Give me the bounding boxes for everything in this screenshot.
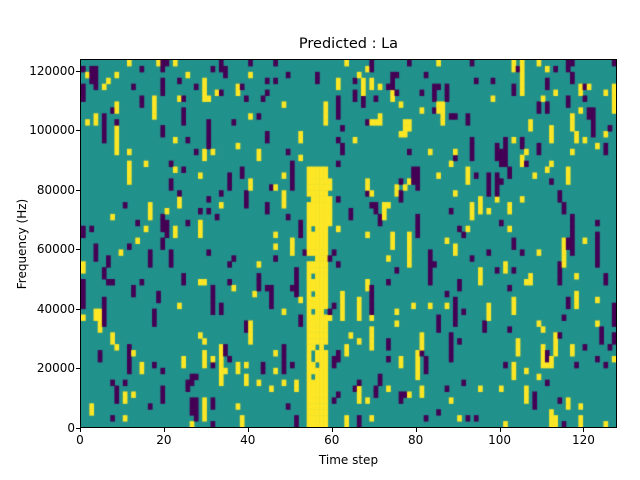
x-tick-label: 100 bbox=[488, 433, 511, 447]
y-tick-mark bbox=[76, 368, 80, 370]
y-tick-label: 20000 bbox=[36, 361, 75, 376]
plot-area bbox=[80, 59, 617, 428]
x-axis-label: Time step bbox=[318, 453, 379, 467]
x-tick-mark bbox=[499, 428, 501, 432]
x-tick-label: 40 bbox=[240, 433, 256, 447]
y-tick-mark bbox=[76, 189, 80, 191]
y-tick-label: 60000 bbox=[36, 242, 75, 257]
y-tick-mark bbox=[76, 428, 80, 429]
x-tick-mark bbox=[415, 428, 417, 432]
y-tick-label: 100000 bbox=[29, 123, 75, 138]
x-tick-label: 0 bbox=[76, 433, 84, 447]
y-tick-label: 80000 bbox=[36, 182, 75, 197]
x-tick-label: 120 bbox=[571, 433, 595, 447]
x-tick-label: 60 bbox=[324, 433, 340, 447]
x-tick-label: 20 bbox=[156, 433, 172, 447]
x-tick-mark bbox=[331, 428, 333, 432]
y-tick-mark bbox=[76, 308, 80, 310]
y-tick-mark bbox=[76, 249, 80, 251]
y-tick-label: 40000 bbox=[36, 301, 75, 316]
y-tick-mark bbox=[76, 70, 80, 72]
x-tick-mark bbox=[80, 428, 81, 432]
x-tick-label: 80 bbox=[407, 433, 424, 447]
y-tick-mark bbox=[76, 130, 80, 132]
chart-title: Predicted : La bbox=[298, 36, 399, 52]
x-tick-mark bbox=[163, 428, 165, 432]
x-tick-mark bbox=[583, 428, 585, 432]
y-tick-label: 0 bbox=[67, 421, 75, 435]
heatmap-canvas bbox=[81, 60, 616, 427]
x-tick-mark bbox=[247, 428, 249, 432]
y-tick-label: 120000 bbox=[29, 63, 75, 78]
